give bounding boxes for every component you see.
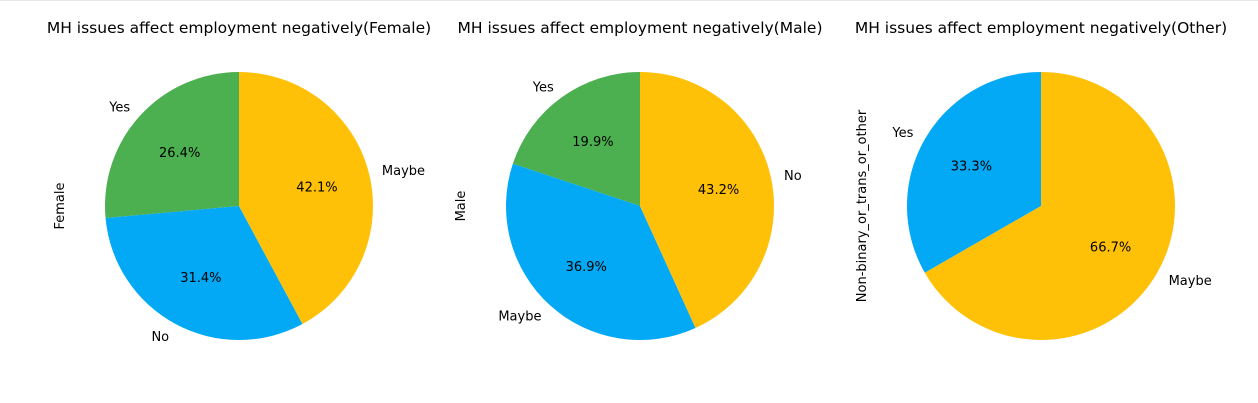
- slice-percent-label: 33.3%: [951, 160, 992, 175]
- chart-title: MH issues affect employment negatively(O…: [855, 19, 1227, 37]
- slice-category-label: Maybe: [382, 164, 425, 179]
- slice-category-label: Yes: [891, 126, 913, 141]
- pie-slice-no: [105, 206, 303, 340]
- slice-percent-label: 26.4%: [159, 146, 200, 161]
- chart-title: MH issues affect employment negatively(F…: [47, 19, 431, 37]
- slice-percent-label: 36.9%: [566, 260, 607, 275]
- top-divider: [0, 0, 1258, 1]
- pie-slice-maybe: [924, 72, 1175, 340]
- slice-category-label: Maybe: [498, 310, 541, 325]
- y-axis-label: Non-binary_or_trans_or_other: [855, 109, 870, 302]
- chart-title: MH issues affect employment negatively(M…: [458, 19, 823, 37]
- pie-slice-maybe: [506, 163, 696, 340]
- slice-percent-label: 43.2%: [698, 183, 739, 198]
- pie-slice-yes: [512, 72, 640, 206]
- slice-percent-label: 66.7%: [1090, 240, 1131, 255]
- slice-percent-label: 42.1%: [296, 180, 337, 195]
- pie-chart-2: MH issues affect employment negatively(M…: [454, 19, 823, 340]
- pie-slice-no: [640, 72, 774, 328]
- pie-slice-yes: [104, 72, 239, 218]
- y-axis-label: Male: [454, 191, 469, 222]
- slice-percent-label: 19.9%: [572, 135, 613, 150]
- pie-chart-3: MH issues affect employment negatively(O…: [855, 19, 1227, 340]
- pie-slice-maybe: [239, 72, 373, 324]
- slice-percent-label: 31.4%: [180, 271, 221, 286]
- pie-slice-yes: [906, 72, 1041, 273]
- slice-category-label: No: [151, 330, 169, 345]
- pie-chart-1: MH issues affect employment negatively(F…: [47, 19, 431, 345]
- slice-category-label: Yes: [532, 80, 554, 95]
- slice-category-label: No: [784, 169, 802, 184]
- y-axis-label: Female: [53, 182, 68, 229]
- slice-category-label: Yes: [108, 101, 130, 116]
- slice-category-label: Maybe: [1169, 274, 1212, 289]
